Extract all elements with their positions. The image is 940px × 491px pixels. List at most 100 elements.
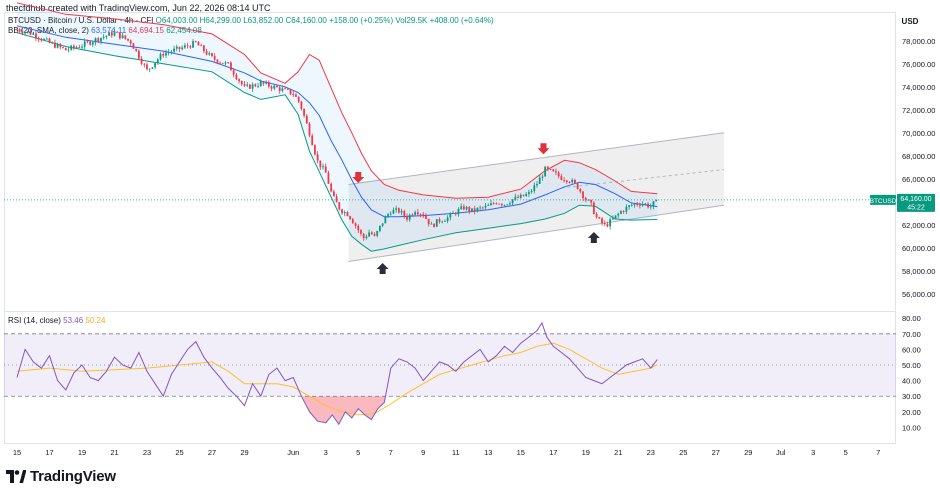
countdown-label: 45:22 [907,204,925,211]
candle-down [137,50,140,59]
bb-upper-line [16,2,658,199]
candle-down [601,218,603,224]
rsi-legend[interactable]: RSI (14, close) 53.46 50.24 [8,316,105,325]
time-tick-label: 7 [389,448,393,457]
candle-down [636,204,639,205]
candle-up [251,84,254,89]
candle-down [238,79,240,82]
symbol-legend[interactable]: BTCUSD · Bitcoin / U.S. Dollar · 4h · CF… [8,16,494,25]
candle-up [175,46,178,49]
rsi-tick-label: 10.00 [902,423,921,432]
price-tick-label: 74,000.00 [902,83,935,92]
candle-down [406,216,408,220]
candle-up [265,82,268,84]
time-tick-label: 5 [356,448,360,457]
candle-down [357,225,360,231]
candle-down [438,219,441,222]
candle-down [568,181,571,183]
candle-down [576,182,579,189]
candle-up [184,45,186,48]
candle-down [129,40,132,44]
candle-down [64,47,67,51]
candle-down [292,94,295,95]
candle-down [276,85,278,88]
candle-up [170,51,173,53]
candle-down [468,206,471,212]
time-tick-label: 21 [110,448,118,457]
currency-label[interactable]: USD [901,17,919,26]
rsi-oversold-fill [301,396,386,425]
tradingview-logo[interactable]: TradingView [6,468,116,485]
candle-up [259,81,262,87]
candle-up [620,211,622,214]
candle-down [495,203,498,205]
candle-down [29,31,32,35]
candle-up [628,205,630,207]
candle-down [303,108,305,116]
candle-down [186,45,189,47]
rsi-pane [4,321,896,426]
candle-up [536,183,538,186]
candle-up [609,219,612,227]
bb-legend[interactable]: BB (20, SMA, close, 2) 63,574.11 64,694.… [8,26,202,35]
rsi-tick-label: 20.00 [902,408,921,417]
tradingview-logo-icon [6,470,26,483]
candle-down [370,232,373,235]
candle-up [655,199,658,202]
candle-up [381,223,384,226]
candle-down [598,217,601,219]
candle-up [51,42,54,44]
candle-down [349,216,352,219]
candle-up [387,214,389,217]
time-tick-label: 13 [484,448,492,457]
candle-up [94,38,97,43]
time-tick-label: 23 [647,448,655,457]
candle-down [178,46,181,50]
candle-up [384,216,387,224]
candle-down [425,215,427,219]
candle-up [108,32,110,36]
candle-up [435,219,438,227]
candle-down [18,29,21,32]
candle-down [205,51,208,55]
candle-down [213,56,216,60]
symbol-title: BTCUSD · Bitcoin / U.S. Dollar · 4h · CF… [8,16,154,25]
candle-down [606,223,609,227]
candle-down [235,74,238,80]
candle-down [557,172,560,177]
time-tick-label: 17 [45,448,53,457]
candle-down [397,208,400,213]
candle-up [83,41,86,47]
candle-down [492,203,495,204]
candle-down [232,70,235,75]
last-price-badge [897,193,935,212]
candle-down [78,47,81,48]
time-tick-label: 23 [143,448,151,457]
candle-down [89,41,92,45]
candle-up [457,209,460,215]
candle-down [21,31,24,34]
arrow-up-icon [376,263,389,274]
candle-up [389,213,392,215]
candle-up [484,205,487,208]
candle-up [400,210,403,213]
price-tick-label: 62,000.00 [902,221,935,230]
time-tick-label: 17 [549,448,557,457]
time-tick-label: 27 [712,448,720,457]
candle-down [560,176,563,180]
candle-up [644,203,647,205]
candle-up [273,85,276,89]
candle-down [500,203,503,206]
candle-up [452,213,454,214]
time-tick-label: Jun [287,448,299,457]
candle-up [154,63,157,68]
candle-down [140,58,143,64]
candle-up [479,207,482,209]
candle-down [62,47,64,48]
candle-down [462,206,465,210]
arrow-up-icon [587,231,600,243]
candle-down [289,89,292,95]
candle-down [498,203,500,205]
candle-up [102,36,105,38]
